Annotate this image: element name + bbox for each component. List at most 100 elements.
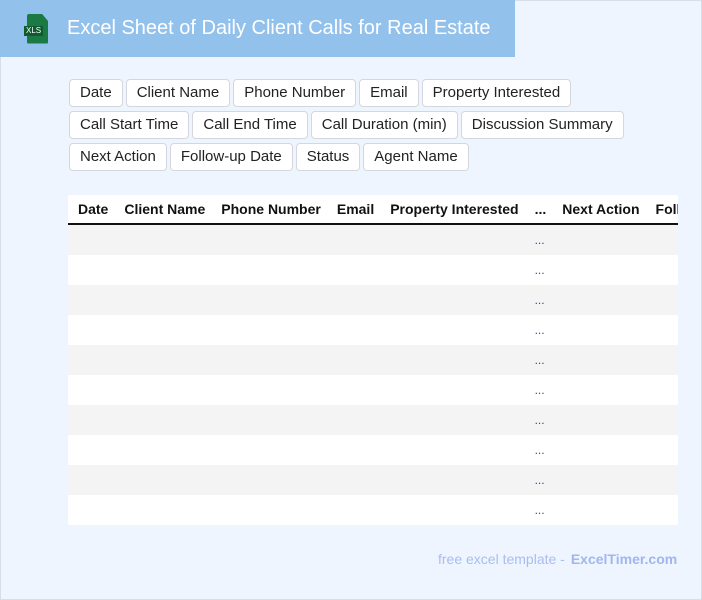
column-header: Next Action [552, 195, 646, 225]
table-cell [326, 465, 381, 495]
table-cell [552, 435, 645, 465]
table-row: ... [68, 495, 678, 525]
table-cell [114, 315, 211, 345]
table-cell [552, 315, 645, 345]
table-cell [552, 375, 645, 405]
table-row: ... [68, 345, 678, 375]
table-cell [68, 285, 115, 315]
table-row: ... [68, 285, 678, 315]
table-row: ... [68, 465, 678, 495]
table-cell [326, 345, 381, 375]
table-cell [68, 495, 114, 525]
column-tag[interactable]: Email [359, 79, 419, 107]
table-row: ... [68, 405, 678, 435]
table-cell [114, 435, 211, 465]
table-cell [645, 345, 678, 375]
xls-file-icon: XLS [24, 13, 48, 44]
table-cell [645, 224, 678, 255]
column-tag[interactable]: Discussion Summary [460, 111, 624, 139]
column-header: ... [524, 195, 553, 225]
table-cell [114, 345, 212, 375]
table-cell [114, 255, 211, 285]
column-header: Follow-up Date [645, 195, 678, 225]
table-cell [326, 224, 381, 255]
footer-brand-link[interactable]: ExcelTimer.com [570, 551, 678, 567]
table-cell [211, 435, 327, 465]
column-tags: Date Client Name Phone Number Email Property… [69, 79, 689, 171]
table-cell: ... [534, 443, 545, 457]
table-cell [380, 405, 525, 435]
column-tag[interactable]: Status [295, 143, 361, 171]
table-cell [211, 315, 327, 345]
page-title: Excel Sheet of Daily Client Calls for Re… [67, 17, 491, 39]
column-header: Client Name [114, 195, 212, 225]
header-banner: XLS Excel Sheet of Daily Client Calls fo… [0, 0, 515, 57]
table-row: ... [68, 435, 678, 465]
table-cell [646, 375, 678, 405]
table-cell: ... [534, 503, 545, 517]
table-row: ... [68, 375, 678, 405]
table-cell [380, 224, 525, 255]
column-tag[interactable]: Call Start Time [69, 111, 190, 139]
table-cell [552, 495, 645, 525]
table-cell [68, 255, 114, 285]
column-tag[interactable]: Date [69, 79, 123, 107]
table-cell [211, 255, 327, 285]
table-cell [211, 285, 327, 315]
table-cell [211, 405, 327, 435]
table-cell [552, 345, 646, 375]
table-cell [552, 465, 646, 495]
table-cell [68, 224, 115, 255]
table-cell: ... [534, 323, 545, 337]
column-tag[interactable]: Next Action [69, 143, 167, 171]
table-cell [327, 435, 380, 465]
table-cell: ... [524, 285, 553, 315]
table-cell [114, 224, 212, 255]
column-tag[interactable]: Property Interested [421, 79, 572, 107]
table-cell [646, 255, 678, 285]
table-cell [327, 495, 380, 525]
table-cell [552, 405, 646, 435]
table-cell: ... [524, 345, 553, 375]
table-cell [68, 345, 115, 375]
table-cell [211, 375, 327, 405]
table-cell [645, 285, 678, 315]
table-cell [68, 465, 115, 495]
table-cell [68, 405, 115, 435]
table-cell [646, 435, 678, 465]
table-cell [114, 285, 212, 315]
column-header: Email [326, 195, 381, 225]
table-cell [211, 465, 327, 495]
table-cell [327, 255, 380, 285]
column-tag[interactable]: Call Duration (min) [310, 111, 458, 139]
table-cell [326, 285, 381, 315]
table-cell [380, 255, 524, 285]
table-cell [646, 495, 678, 525]
table-cell [380, 345, 525, 375]
table-cell: ... [524, 224, 553, 255]
table-row: ... [68, 255, 678, 285]
table-cell [114, 465, 212, 495]
table-cell [211, 224, 327, 255]
table-cell [114, 405, 212, 435]
table-header-row: Date Client Name Phone Number Email Property… [68, 195, 678, 225]
table-cell [380, 435, 524, 465]
table-cell: ... [534, 383, 545, 397]
footer-text: free excel template - [438, 551, 565, 567]
table-cell: ... [534, 263, 545, 277]
table-cell [68, 375, 114, 405]
table-cell [211, 495, 327, 525]
table-cell [552, 255, 645, 285]
column-tag[interactable]: Phone Number [233, 79, 357, 107]
table-cell [646, 315, 678, 345]
column-tag[interactable]: Client Name [125, 79, 231, 107]
table-cell [327, 375, 380, 405]
table-cell [114, 375, 211, 405]
table-cell [326, 405, 381, 435]
column-tag[interactable]: Follow-up Date [169, 143, 293, 171]
column-tag[interactable]: Agent Name [363, 143, 469, 171]
table-cell [380, 495, 524, 525]
column-tag[interactable]: Call End Time [192, 111, 308, 139]
column-header: Property Interested [380, 195, 525, 225]
table-cell [380, 465, 525, 495]
